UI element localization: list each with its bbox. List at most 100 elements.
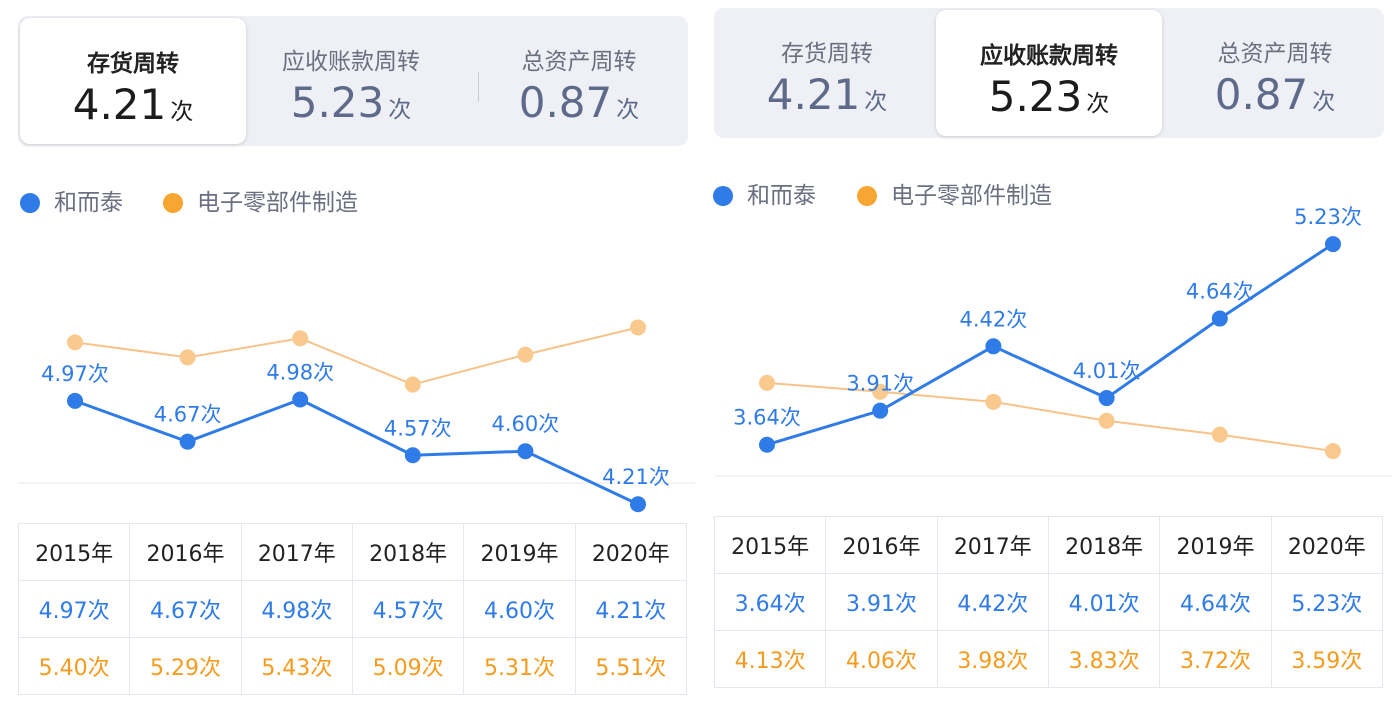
data-label-company: 3.91次 [846, 372, 914, 396]
data-point-industry [404, 376, 421, 393]
table-row-years: 2015年 2016年 2017年 2018年 2019年 2020年 [17, 523, 688, 581]
legend-dot [20, 193, 40, 213]
year-cell: 2015年 [713, 516, 827, 574]
year-cell: 2017年 [936, 516, 1049, 574]
table-row-industry: 5.40次 5.29次 5.43次 5.09次 5.31次 5.51次 [17, 637, 688, 695]
tab-label: 总资产周转 [1217, 41, 1333, 67]
data-point-industry [1098, 412, 1115, 429]
table-row-years: 2015年 2016年 2017年 2018年 2019年 2020年 [713, 516, 1384, 574]
data-point-industry [1325, 443, 1341, 460]
panel-inventory-turnover: 存货周转 4.21 次 应收账款周转 5.23 次 总资产周转 0.87 次 和而泰 … [17, 16, 695, 695]
series-line-industry [766, 381, 1334, 453]
year-cell: 2016年 [825, 516, 938, 574]
tab-value: 4.21 次 [766, 70, 888, 119]
year-cell: 2020年 [1270, 516, 1384, 574]
tab-label: 应收账款周转 [282, 49, 420, 75]
value-cell: 4.21次 [574, 580, 688, 638]
year-cell: 2016年 [129, 523, 242, 581]
legend-item-company[interactable]: 和而泰 [20, 188, 123, 218]
year-cell: 2020年 [574, 523, 688, 581]
data-point-industry [292, 330, 309, 347]
data-point-company [517, 443, 534, 460]
tab-receivables-turnover[interactable]: 应收账款周转 5.23 次 [238, 16, 464, 146]
value-cell: 4.06次 [825, 630, 938, 688]
data-point-company [179, 433, 196, 450]
data-label-company: 4.21次 [602, 465, 670, 489]
value-cell: 5.43次 [240, 637, 353, 695]
legend-item-industry[interactable]: 电子零部件制造 [163, 188, 358, 218]
data-point-industry [1211, 426, 1228, 443]
tab-inventory-turnover[interactable]: 存货周转 4.21 次 [20, 18, 246, 144]
data-point-industry [517, 346, 534, 363]
tab-total-asset-turnover[interactable]: 总资产周转 0.87 次 [1162, 8, 1388, 138]
value-cell: 4.01次 [1047, 573, 1161, 631]
series-line-company [74, 397, 639, 506]
legend-dot [857, 186, 877, 206]
tab-receivables-turnover[interactable]: 应收账款周转 5.23 次 [936, 10, 1162, 136]
tab-label: 存货周转 [781, 41, 873, 67]
data-point-industry [67, 334, 83, 351]
tab-label: 存货周转 [87, 51, 179, 77]
line-chart: 4.97次 4.67次 4.98次 4.57次 4.60次 4.21次 [18, 319, 695, 513]
data-point-industry [759, 374, 775, 391]
tab-value: 5.23 次 [290, 78, 412, 127]
data-point-industry [179, 349, 196, 366]
year-cell: 2018年 [351, 523, 465, 581]
value-cell: 3.98次 [936, 630, 1049, 688]
data-table: 2015年 2016年 2017年 2018年 2019年 2020年 3.64… [713, 516, 1384, 688]
data-point-company [1098, 390, 1115, 407]
data-label-company: 3.64次 [733, 406, 801, 430]
data-point-company [630, 496, 646, 513]
tab-label: 总资产周转 [521, 49, 637, 75]
data-label-company: 4.67次 [154, 403, 222, 427]
value-cell: 3.91次 [825, 573, 938, 631]
data-point-company [292, 391, 309, 408]
value-cell: 5.40次 [17, 637, 131, 695]
data-point-company [404, 447, 421, 464]
line-chart: 3.64次 3.91次 4.42次 4.01次 4.64次 5.23次 [715, 205, 1392, 477]
data-point-company [67, 392, 83, 409]
tab-inventory-turnover[interactable]: 存货周转 4.21 次 [714, 8, 940, 138]
data-point-company [1211, 310, 1228, 327]
value-cell: 5.09次 [351, 637, 465, 695]
value-cell: 4.42次 [936, 573, 1049, 631]
legend-dot [163, 193, 183, 213]
data-point-company [759, 436, 775, 453]
data-label-company: 4.57次 [384, 416, 452, 440]
data-label-company: 5.23次 [1294, 205, 1362, 229]
data-table: 2015年 2016年 2017年 2018年 2019年 2020年 4.97… [17, 523, 688, 695]
value-cell: 5.31次 [463, 637, 576, 695]
data-label-company: 4.01次 [1073, 359, 1141, 383]
value-cell: 3.83次 [1047, 630, 1161, 688]
value-cell: 5.23次 [1270, 573, 1384, 631]
series-line-company [766, 242, 1334, 447]
value-cell: 3.59次 [1270, 630, 1384, 688]
tab-value: 0.87 次 [518, 78, 640, 127]
legend-item-industry[interactable]: 电子零部件制造 [857, 181, 1052, 211]
value-cell: 5.51次 [574, 637, 688, 695]
year-cell: 2018年 [1047, 516, 1161, 574]
tab-total-asset-turnover[interactable]: 总资产周转 0.87 次 [466, 16, 692, 146]
value-cell: 4.97次 [17, 580, 131, 638]
value-cell: 3.72次 [1159, 630, 1272, 688]
year-cell: 2019年 [463, 523, 576, 581]
metric-tab-bar: 存货周转 4.21 次 应收账款周转 5.23 次 总资产周转 0.87 次 [714, 8, 1384, 138]
data-point-company [985, 338, 1002, 355]
tab-value: 4.21 次 [72, 80, 194, 129]
data-label-company: 4.98次 [266, 361, 334, 385]
table-row-industry: 4.13次 4.06次 3.98次 3.83次 3.72次 3.59次 [713, 630, 1384, 688]
data-label-company: 4.97次 [41, 362, 109, 386]
table-row-company: 3.64次 3.91次 4.42次 4.01次 4.64次 5.23次 [713, 573, 1384, 631]
data-point-industry [872, 383, 889, 400]
data-label-company: 4.42次 [960, 307, 1028, 331]
value-cell: 4.98次 [240, 580, 353, 638]
table-row-company: 4.97次 4.67次 4.98次 4.57次 4.60次 4.21次 [17, 580, 688, 638]
series-line-industry [74, 326, 639, 386]
tab-value: 0.87 次 [1214, 70, 1336, 119]
data-label-company: 4.60次 [492, 412, 560, 436]
value-cell: 4.64次 [1159, 573, 1272, 631]
year-cell: 2015年 [17, 523, 131, 581]
legend-item-company[interactable]: 和而泰 [713, 181, 816, 211]
year-cell: 2017年 [240, 523, 353, 581]
value-cell: 4.57次 [351, 580, 465, 638]
